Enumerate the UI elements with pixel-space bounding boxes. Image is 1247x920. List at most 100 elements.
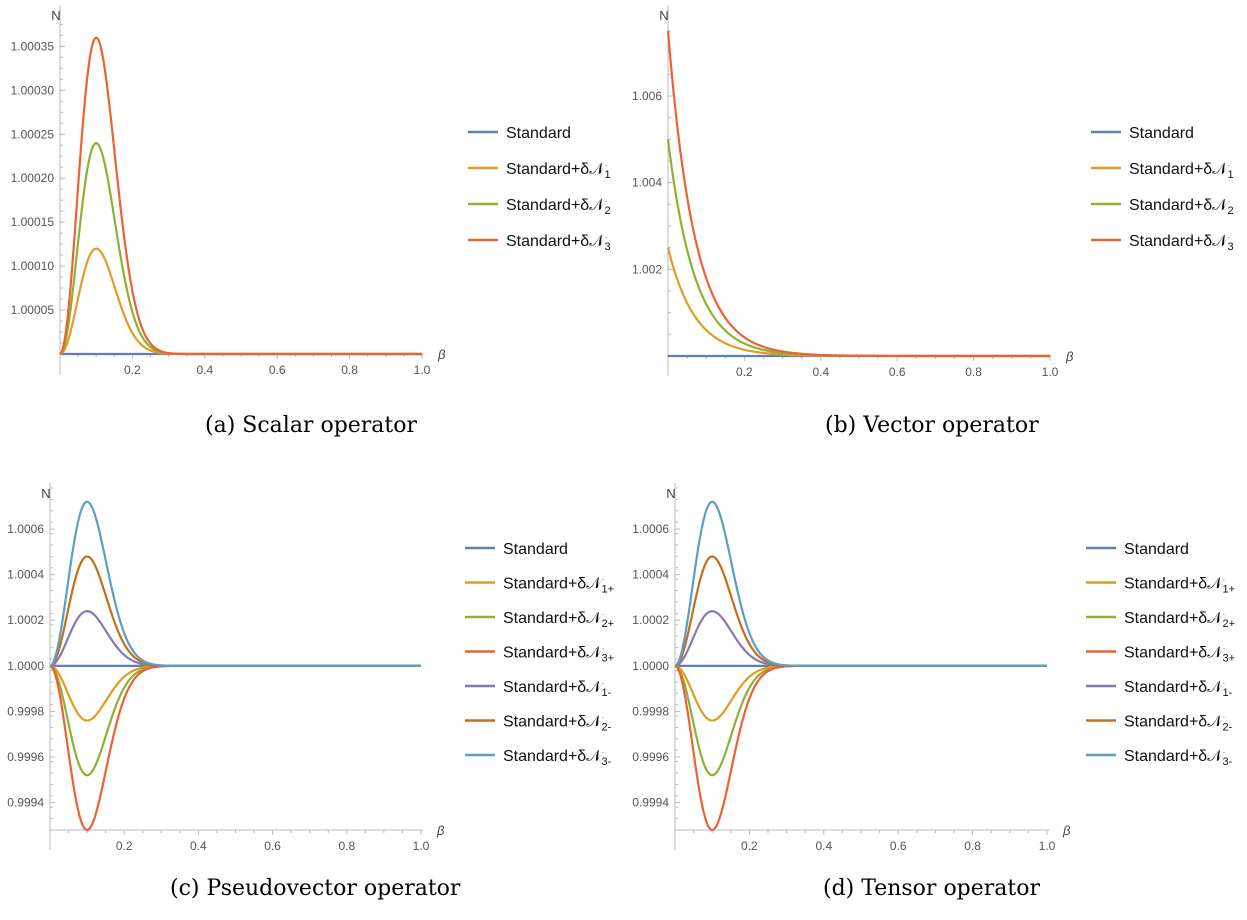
axes: Nβ 0.2 0.4 0.6 0.8 1.0 0.9994 0.9996 0.9998 1.000… xyxy=(632,483,1071,853)
legend-item: Standard+δ𝒩3- xyxy=(465,748,612,768)
legend-item: Standard xyxy=(465,541,568,558)
series-line-1+ xyxy=(49,664,421,722)
axes: Nβ 0.2 0.4 0.6 0.8 1.0 1.002 1.004 1.006 xyxy=(632,5,1074,379)
y-tick-label: 0.9998 xyxy=(7,704,44,718)
legend: Standard Standard+δ𝒩1+ Standard+δ𝒩2+ Standa… xyxy=(1086,541,1235,768)
y-tick-label: 1.00010 xyxy=(11,259,55,273)
caption-vector-operator: (b) Vector operator xyxy=(825,413,1039,438)
legend-label: Standard+δ𝒩2- xyxy=(1124,714,1233,734)
series-line-2- xyxy=(674,555,1047,667)
y-tick-label: 0.9996 xyxy=(632,750,669,764)
legend-label: Standard+δ𝒩3+ xyxy=(503,645,614,665)
x-tick-label: 0.2 xyxy=(741,839,758,853)
legend-item: Standard+δ𝒩1+ xyxy=(465,576,614,596)
legend-item: Standard+δ𝒩3 xyxy=(1091,233,1234,253)
legend-label: Standard+δ𝒩2 xyxy=(1129,197,1234,217)
chart-pseudovector-operator: Nβ 0.2 0.4 0.6 0.8 1.0 0.9994 0.9996 0.9998 1.000… xyxy=(7,483,614,853)
x-tick-label: 0.2 xyxy=(116,839,133,853)
y-tick-label: 1.002 xyxy=(632,262,662,276)
y-tick-label: 1.00005 xyxy=(11,303,55,317)
y-tick-label: 1.00025 xyxy=(11,127,55,141)
x-tick-label: 1.0 xyxy=(1042,365,1059,379)
x-tick-label: 1.0 xyxy=(1039,839,1056,853)
x-tick-label: 0.4 xyxy=(812,365,829,379)
x-tick-label: 0.4 xyxy=(190,839,207,853)
y-tick-label: 1.0000 xyxy=(632,659,669,673)
x-tick-label: 0.4 xyxy=(196,363,213,377)
legend-item: Standard+δ𝒩1 xyxy=(468,161,611,181)
y-tick-label: 1.00030 xyxy=(11,83,55,97)
legend-item: Standard+δ𝒩3+ xyxy=(1086,645,1235,665)
y-tick-label: 1.004 xyxy=(632,176,662,190)
series-line-3+ xyxy=(674,664,1047,832)
x-tick-label: 0.2 xyxy=(124,363,141,377)
y-tick-label: 1.00035 xyxy=(11,39,55,53)
legend-label: Standard+δ𝒩1+ xyxy=(503,576,614,596)
legend-label: Standard+δ𝒩1- xyxy=(1124,679,1233,699)
series-lines xyxy=(666,30,1050,358)
x-tick-label: 0.8 xyxy=(338,839,355,853)
legend-label: Standard+δ𝒩3- xyxy=(1124,748,1233,768)
y-tick-label: 1.00015 xyxy=(11,215,55,229)
legend-label: Standard+δ𝒩3- xyxy=(503,748,612,768)
series-lines xyxy=(674,500,1047,832)
series-line-2- xyxy=(49,555,421,667)
legend-item: Standard+δ𝒩2- xyxy=(465,714,612,734)
x-axis-label: β xyxy=(437,347,446,362)
y-tick-label: 1.0002 xyxy=(632,613,669,627)
x-tick-label: 0.6 xyxy=(264,839,281,853)
legend-label: Standard+δ𝒩3+ xyxy=(1124,645,1235,665)
series-line-1- xyxy=(49,610,421,667)
legend: Standard Standard+δ𝒩1 Standard+δ𝒩2 Standard… xyxy=(1091,125,1234,253)
legend-item: Standard+δ𝒩1- xyxy=(1086,679,1233,699)
x-axis-label: β xyxy=(436,823,445,838)
series-line-1 xyxy=(59,247,422,356)
legend-item: Standard+δ𝒩1- xyxy=(465,679,612,699)
series-line-2 xyxy=(59,141,422,356)
legend-item: Standard+δ𝒩2 xyxy=(1091,197,1234,217)
x-tick-label: 1.0 xyxy=(414,363,431,377)
y-tick-label: 1.0006 xyxy=(7,522,44,536)
y-tick-label: 1.0000 xyxy=(7,659,44,673)
axes: Nβ 0.2 0.4 0.6 0.8 1.0 1.00005 1.00010 1.00015 1.… xyxy=(11,5,446,377)
legend-label: Standard+δ𝒩1- xyxy=(503,679,612,699)
caption-tensor-operator: (d) Tensor operator xyxy=(823,876,1041,901)
y-axis-label: N xyxy=(659,8,668,23)
x-tick-label: 0.6 xyxy=(269,363,286,377)
legend-label: Standard+δ𝒩1 xyxy=(506,161,611,181)
legend-label: Standard+δ𝒩3 xyxy=(506,233,611,253)
series-line-2+ xyxy=(49,664,421,777)
y-tick-label: 1.0002 xyxy=(7,613,44,627)
series-line-3+ xyxy=(49,664,421,832)
series-line-3 xyxy=(666,30,1050,358)
series-lines xyxy=(49,500,421,832)
legend-label: Standard xyxy=(1124,541,1189,558)
chart-vector-operator: Nβ 0.2 0.4 0.6 0.8 1.0 1.002 1.004 1.006 Standard… xyxy=(632,5,1234,379)
x-tick-label: 0.6 xyxy=(889,365,906,379)
legend-label: Standard+δ𝒩1 xyxy=(1129,161,1234,181)
legend-item: Standard xyxy=(1091,125,1194,142)
legend-label: Standard+δ𝒩2- xyxy=(503,714,612,734)
series-line-3- xyxy=(674,500,1047,667)
axes: Nβ 0.2 0.4 0.6 0.8 1.0 0.9994 0.9996 0.9998 1.000… xyxy=(7,483,445,853)
y-tick-label: 1.0004 xyxy=(7,568,44,582)
y-axis-label: N xyxy=(41,486,50,501)
legend-item: Standard+δ𝒩3- xyxy=(1086,748,1233,768)
y-tick-label: 0.9998 xyxy=(632,704,669,718)
y-tick-label: 1.0006 xyxy=(632,522,669,536)
legend-label: Standard+δ𝒩2+ xyxy=(1124,610,1235,630)
series-line-3- xyxy=(49,500,421,667)
x-tick-label: 1.0 xyxy=(413,839,430,853)
legend-item: Standard+δ𝒩1+ xyxy=(1086,576,1235,596)
x-tick-label: 0.2 xyxy=(736,365,753,379)
y-tick-label: 1.0004 xyxy=(632,568,669,582)
chart-scalar-operator: Nβ 0.2 0.4 0.6 0.8 1.0 1.00005 1.00010 1.00015 1.… xyxy=(11,5,611,377)
legend-item: Standard xyxy=(1086,541,1189,558)
y-tick-label: 0.9996 xyxy=(7,750,44,764)
series-line-2 xyxy=(666,139,1050,358)
x-tick-label: 0.8 xyxy=(341,363,358,377)
legend-label: Standard xyxy=(506,125,571,142)
